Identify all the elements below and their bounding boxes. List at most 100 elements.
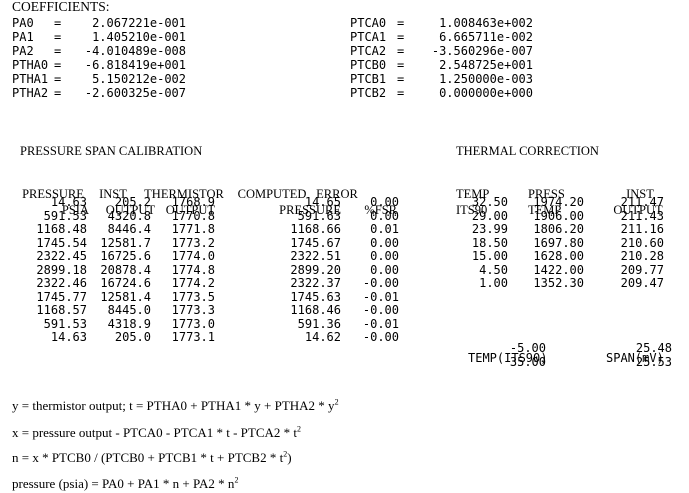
calibration-row: 1168.48 8446.4 1771.8 1168.66 0.01 — [17, 222, 399, 237]
thermal-cell: 210.28 — [620, 249, 664, 263]
calibration-cell: 2322.46 — [36, 276, 87, 290]
calibration-cell: 2322.37 — [290, 276, 341, 290]
thermal-cell: 1806.20 — [533, 222, 584, 236]
calibration-cell: 2322.51 — [290, 249, 341, 263]
calibration-cell: 0.00 — [370, 249, 399, 263]
calibration-header-thermistor: THERMISTOR — [144, 187, 224, 201]
coefficient-name: PA1 — [12, 30, 34, 44]
calibration-header-pressure: PRESSURE — [22, 187, 84, 201]
span-cell: 35.00 — [509, 354, 546, 369]
calibration-cell: 8445.0 — [107, 303, 151, 317]
equation-thermistor-exp: 2 — [334, 397, 339, 407]
calibration-header-inst-output: OUTPUT — [105, 203, 155, 217]
coefficient-name: PTHA0 — [12, 58, 49, 72]
calibration-cell: 1745.63 — [290, 289, 341, 304]
coefficients-left: PA0 = 2.067221e-001 PA1 = 1.405210e-001 PA2 = -4… — [12, 16, 186, 100]
coefficient-equals: = — [397, 44, 405, 58]
coefficient-row: PTCB0 = 2.548725e+001 — [350, 58, 533, 72]
calibration-cell: 205.0 — [114, 330, 151, 344]
thermal-cell: 211.16 — [620, 222, 664, 236]
coefficient-value: -2.600325e-007 — [84, 86, 186, 100]
coefficient-row: PTCB1 = 1.250000e-003 — [350, 72, 533, 86]
coefficient-value: 0.000000e+000 — [439, 86, 533, 100]
coefficient-name: PTCA0 — [350, 16, 387, 30]
coefficient-name: PTCB2 — [350, 86, 387, 100]
thermal-row: 29.00 1906.00 211.43 — [456, 209, 664, 224]
coefficient-name: PA0 — [12, 16, 34, 30]
calibration-header-1: PRESSURE INST THERMISTOR COMPUTED ERROR — [17, 159, 397, 215]
thermal-cell: 1974.20 — [533, 195, 584, 209]
calibration-cell: 591.36 — [297, 316, 341, 331]
calibration-cell: 14.63 — [50, 330, 87, 344]
calibration-cell: 591.53 — [43, 316, 87, 331]
calibration-cell: 16725.6 — [100, 249, 151, 263]
coefficient-equals: = — [397, 16, 405, 30]
calibration-cell: -0.01 — [362, 316, 399, 331]
coefficient-name: PA2 — [12, 44, 34, 58]
coefficient-name: PTHA1 — [12, 72, 49, 86]
calibration-cell: 1168.57 — [36, 303, 87, 317]
span-header: TEMP(ITS90) SPAN(mV) — [468, 325, 678, 379]
coefficient-row: PA2 = -4.010489e-008 — [12, 44, 186, 58]
calibration-cell: -0.00 — [362, 330, 399, 344]
calibration-cell: 1168.46 — [290, 303, 341, 317]
calibration-cell: 591.63 — [297, 208, 341, 223]
coefficient-value: 1.008463e+002 — [439, 16, 533, 30]
coefficient-name: PTCA1 — [350, 30, 387, 44]
thermal-row: 4.50 1422.00 209.77 — [456, 262, 664, 278]
calibration-cell: 1168.48 — [36, 222, 87, 236]
calibration-title: PRESSURE SPAN CALIBRATION — [20, 144, 203, 158]
thermal-row: 18.50 1697.80 210.60 — [456, 236, 664, 251]
calibration-cell: -0.00 — [362, 303, 399, 317]
span-header-span: SPAN(mV) — [606, 351, 664, 365]
equation-pressure-output-text: x = pressure output - PTCA0 - PTCA1 * t … — [12, 425, 298, 440]
calibration-cell: 20878.4 — [100, 262, 151, 277]
calibration-header-therm-output: OUTPUT — [165, 203, 215, 217]
calibration-row: 14.63 205.2 1768.9 14.65 0.00 — [17, 195, 399, 210]
coefficient-name: PTCA2 — [350, 44, 387, 58]
calibration-row: 591.53 4318.9 1773.0 591.36 -0.01 — [17, 316, 399, 332]
coefficient-equals: = — [54, 44, 62, 58]
calibration-cell: 0.01 — [370, 222, 399, 236]
equation-pressure-psia-text: pressure (psia) = PA0 + PA1 * n + PA2 * … — [12, 476, 235, 491]
calibration-row: 2322.45 16725.6 1774.0 2322.51 0.00 — [17, 249, 399, 264]
span-cell: 25.53 — [635, 354, 672, 369]
thermal-cell: 209.77 — [620, 262, 664, 277]
thermal-cell: 15.00 — [471, 249, 508, 263]
calibration-cell: 2899.18 — [36, 262, 87, 277]
calibration-row: 591.53 4320.8 1770.8 591.63 0.00 — [17, 208, 399, 224]
thermal-title: THERMAL CORRECTION — [456, 144, 599, 158]
coefficient-row: PTHA1 = 5.150212e-002 — [12, 72, 186, 86]
coefficient-value: 2.548725e+001 — [439, 58, 533, 72]
coefficient-row: PTCB2 = 0.000000e+000 — [350, 86, 533, 100]
calibration-table: 14.63 205.2 1768.9 14.65 0.00 591.53 4320.8 177… — [17, 195, 399, 345]
calibration-cell: 1745.54 — [36, 235, 87, 250]
equation-thermistor-text: y = thermistor output; t = PTHA0 + PTHA1… — [12, 398, 335, 413]
calibration-header-2: PSIA OUTPUT OUTPUT PRESSURE %FSR — [17, 175, 397, 231]
calibration-cell: 8446.4 — [107, 222, 151, 236]
calibration-header-inst: INST — [99, 187, 127, 201]
coefficient-row: PA1 = 1.405210e-001 — [12, 30, 186, 44]
coefficient-equals: = — [54, 72, 62, 86]
calibration-cell: 2899.20 — [290, 262, 341, 277]
coefficient-value: -4.010489e-008 — [84, 44, 186, 58]
calibration-cell: 205.2 — [114, 195, 151, 209]
thermal-cell: 4.50 — [479, 262, 508, 277]
calibration-cell: 1773.3 — [171, 303, 215, 317]
coefficient-value: 1.250000e-003 — [439, 72, 533, 86]
calibration-cell: 4318.9 — [107, 316, 151, 331]
thermal-cell: 1628.00 — [533, 249, 584, 263]
calibration-cell: 1745.67 — [290, 235, 341, 250]
coefficient-equals: = — [397, 72, 405, 86]
coefficient-row: PTCA2 = -3.560296e-007 — [350, 44, 533, 58]
equation-pressure-psia: pressure (psia) = PA0 + PA1 * n + PA2 * … — [12, 476, 238, 492]
calibration-row: 2899.18 20878.4 1774.8 2899.20 0.00 — [17, 262, 399, 278]
equation-n: n = x * PTCB0 / (PTCB0 + PTCB1 * t + PTC… — [12, 450, 292, 466]
equation-n-text: n = x * PTCB0 / (PTCB0 + PTCB1 * t + PTC… — [12, 450, 284, 465]
thermal-header-temp: TEMP — [456, 187, 490, 201]
calibration-cell: 14.63 — [50, 195, 87, 209]
span-row: 35.00 25.53 — [468, 354, 672, 370]
calibration-cell: -0.01 — [362, 289, 399, 304]
coefficient-equals: = — [54, 86, 62, 100]
calibration-header-fsr: %FSR — [364, 203, 397, 217]
